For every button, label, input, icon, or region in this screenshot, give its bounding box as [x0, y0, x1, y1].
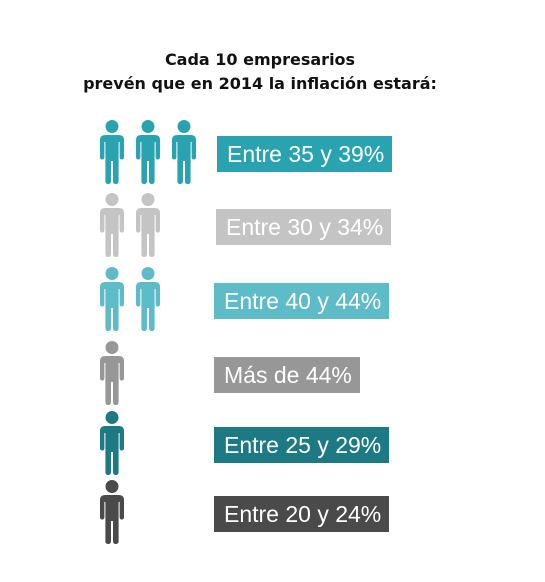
- pictograph-row: Entre 40 y 44%: [0, 264, 545, 334]
- range-label: Entre 25 y 29%: [214, 427, 390, 463]
- pictograph-row: Entre 30 y 34%: [0, 190, 545, 260]
- person-icon: [100, 341, 124, 405]
- range-label: Más de 44%: [214, 357, 360, 393]
- range-label: Entre 40 y 44%: [214, 283, 390, 319]
- person-icon: [100, 480, 124, 544]
- pictograph-row: Entre 20 y 24%: [0, 477, 545, 547]
- chart-title: Cada 10 empresarios prevén que en 2014 l…: [30, 48, 490, 96]
- person-icon: [100, 411, 124, 475]
- person-icon: [100, 193, 124, 257]
- pictograph-row: Entre 35 y 39%: [0, 117, 545, 187]
- person-icon: [136, 267, 160, 331]
- person-icon: [136, 120, 160, 184]
- chart-title-line-2: prevén que en 2014 la inflación estará:: [83, 74, 437, 93]
- person-icon: [136, 193, 160, 257]
- pictograph-row: Entre 25 y 29%: [0, 408, 545, 478]
- range-label: Entre 35 y 39%: [217, 136, 393, 172]
- person-icon: [172, 120, 196, 184]
- person-icon: [100, 120, 124, 184]
- pictograph-row: Más de 44%: [0, 338, 545, 408]
- range-label: Entre 30 y 34%: [216, 209, 392, 245]
- person-icon: [100, 267, 124, 331]
- range-label: Entre 20 y 24%: [214, 496, 390, 532]
- chart-title-line-1: Cada 10 empresarios: [164, 50, 356, 69]
